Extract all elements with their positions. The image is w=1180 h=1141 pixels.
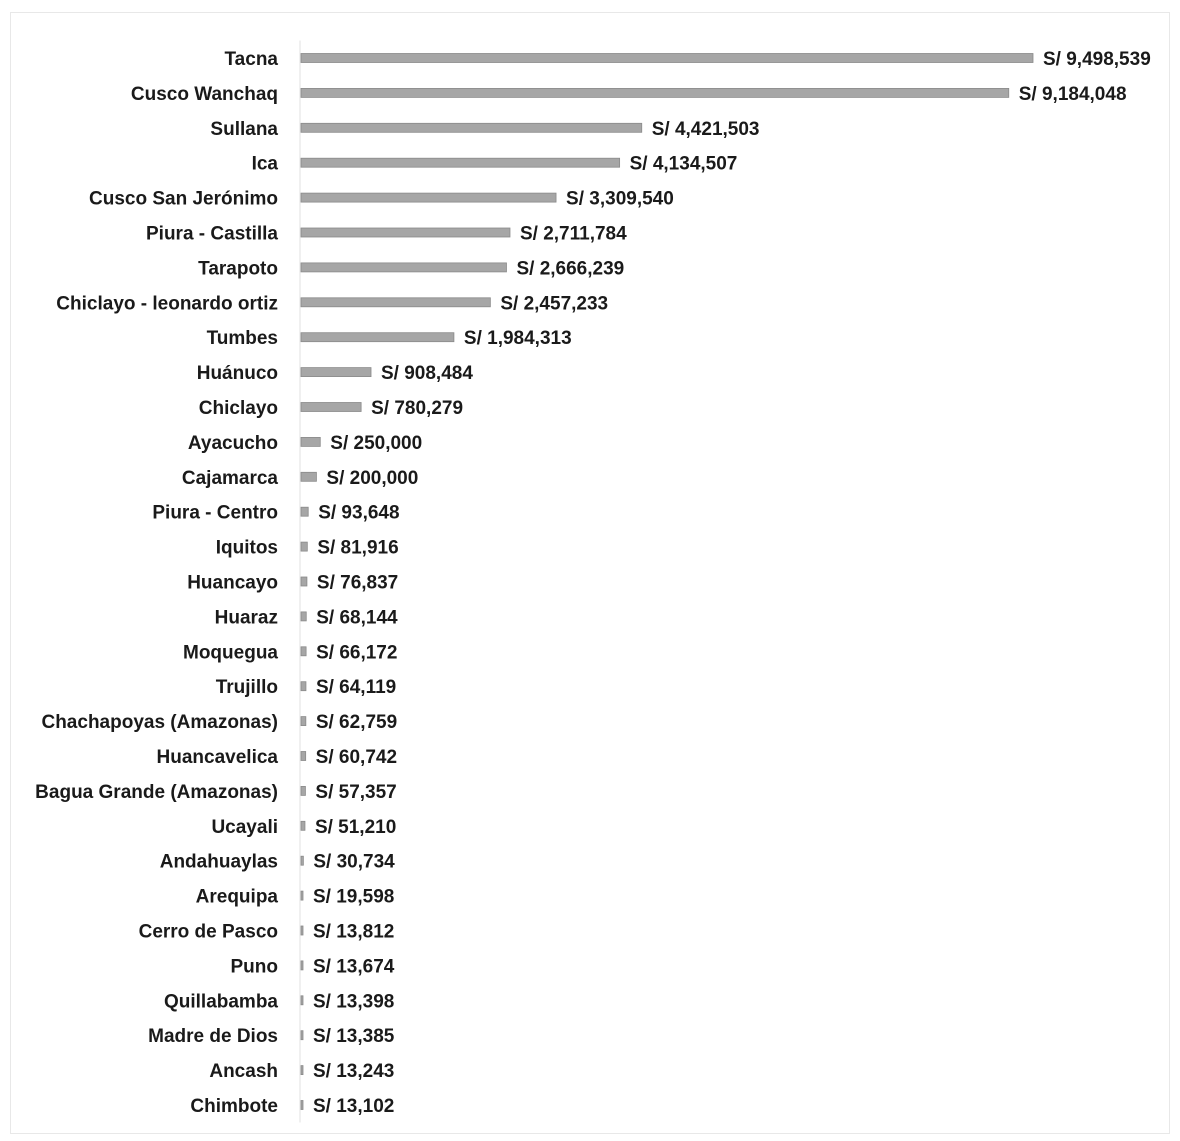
bar-20 bbox=[300, 751, 307, 761]
value-label: S/ 81,916 bbox=[317, 538, 398, 559]
category-label: Cusco Wanchaq bbox=[131, 84, 278, 105]
category-label: Puno bbox=[231, 956, 279, 977]
category-label: Cusco San Jerónimo bbox=[89, 189, 278, 210]
value-label: S/ 2,457,233 bbox=[500, 293, 608, 314]
category-label: Ica bbox=[252, 154, 279, 175]
bar-26 bbox=[300, 960, 304, 971]
value-label: S/ 13,102 bbox=[313, 1096, 394, 1117]
bar-13 bbox=[300, 506, 309, 517]
bar-10 bbox=[300, 402, 362, 412]
value-label: S/ 13,385 bbox=[313, 1026, 395, 1047]
bar-22 bbox=[300, 820, 306, 831]
category-label: Ayacucho bbox=[188, 433, 278, 454]
category-label: Andahuaylas bbox=[160, 852, 278, 873]
category-label: Chiclayo - leonardo ortiz bbox=[56, 293, 278, 314]
category-label: Moquegua bbox=[183, 642, 278, 663]
value-label: S/ 3,309,540 bbox=[566, 189, 674, 210]
bar-9 bbox=[300, 367, 372, 378]
value-label: S/ 200,000 bbox=[326, 468, 418, 489]
category-label: Quillabamba bbox=[164, 991, 278, 1012]
value-label: S/ 30,734 bbox=[313, 852, 395, 873]
value-label: S/ 908,484 bbox=[381, 363, 473, 384]
bar-11 bbox=[300, 436, 321, 447]
category-label: Tacna bbox=[224, 49, 278, 70]
bar-3 bbox=[300, 157, 621, 168]
value-label: S/ 13,243 bbox=[313, 1061, 394, 1082]
bar-chart: Tacna Cusco Wanchaq Sullana Ica Cusco San Je… bbox=[35, 40, 1151, 1123]
value-label: S/ 9,184,048 bbox=[1019, 84, 1127, 105]
bar-7 bbox=[300, 297, 491, 308]
value-label: S/ 64,119 bbox=[316, 677, 396, 698]
category-label: Iquitos bbox=[216, 538, 278, 559]
bars-layer bbox=[300, 53, 1034, 1110]
bar-8 bbox=[300, 332, 455, 343]
category-label: Cajamarca bbox=[182, 468, 279, 489]
value-label: S/ 9,498,539 bbox=[1043, 49, 1151, 70]
category-label: Ucayali bbox=[211, 817, 278, 838]
category-label: Huánuco bbox=[197, 363, 278, 384]
value-label: S/ 60,742 bbox=[316, 747, 397, 768]
value-label: S/ 93,648 bbox=[318, 503, 399, 524]
value-label: S/ 19,598 bbox=[313, 887, 394, 908]
category-label: Huancayo bbox=[187, 573, 278, 594]
chart-frame: Tacna Cusco Wanchaq Sullana Ica Cusco San Je… bbox=[10, 12, 1170, 1134]
category-label: Piura - Castilla bbox=[146, 224, 278, 245]
value-label: S/ 76,837 bbox=[317, 573, 398, 594]
value-label: S/ 62,759 bbox=[316, 712, 397, 733]
value-label: S/ 2,666,239 bbox=[516, 258, 624, 279]
bar-21 bbox=[300, 786, 306, 796]
bar-1 bbox=[300, 88, 1010, 98]
category-label: Chiclayo bbox=[199, 398, 278, 419]
value-label: S/ 4,421,503 bbox=[652, 119, 760, 140]
bar-0 bbox=[300, 53, 1034, 63]
bar-15 bbox=[300, 576, 308, 587]
bar-27 bbox=[300, 995, 304, 1006]
category-label: Trujillo bbox=[216, 677, 278, 698]
value-label: S/ 13,398 bbox=[313, 991, 394, 1012]
bar-16 bbox=[300, 611, 307, 622]
category-label: Bagua Grande (Amazonas) bbox=[35, 782, 278, 803]
value-label: S/ 4,134,507 bbox=[630, 154, 738, 175]
value-label: S/ 1,984,313 bbox=[464, 328, 572, 349]
category-label: Tarapoto bbox=[198, 258, 278, 279]
bar-29 bbox=[300, 1065, 304, 1075]
bar-4 bbox=[300, 192, 557, 203]
value-label: S/ 250,000 bbox=[330, 433, 422, 454]
value-label: S/ 13,674 bbox=[313, 956, 395, 977]
category-label: Huaraz bbox=[215, 607, 278, 628]
bar-24 bbox=[300, 890, 304, 901]
bar-12 bbox=[300, 471, 317, 482]
bar-23 bbox=[300, 855, 304, 866]
category-label: Tumbes bbox=[207, 328, 278, 349]
value-label: S/ 13,812 bbox=[313, 922, 394, 943]
category-label: Sullana bbox=[210, 119, 278, 140]
value-label: S/ 57,357 bbox=[315, 782, 396, 803]
bar-5 bbox=[300, 227, 511, 238]
category-label: Madre de Dios bbox=[148, 1026, 278, 1047]
bar-18 bbox=[300, 681, 307, 692]
category-label: Cerro de Pasco bbox=[139, 922, 278, 943]
bar-28 bbox=[300, 1030, 304, 1041]
bar-19 bbox=[300, 716, 307, 726]
bar-6 bbox=[300, 262, 507, 273]
value-label: S/ 68,144 bbox=[316, 607, 398, 628]
value-label: S/ 2,711,784 bbox=[520, 224, 627, 245]
category-labels: Tacna Cusco Wanchaq Sullana Ica Cusco San Je… bbox=[35, 49, 278, 1117]
value-label: S/ 780,279 bbox=[371, 398, 463, 419]
value-label: S/ 51,210 bbox=[315, 817, 396, 838]
category-label: Ancash bbox=[209, 1061, 278, 1082]
bar-14 bbox=[300, 541, 308, 552]
bar-17 bbox=[300, 646, 307, 657]
category-label: Piura - Centro bbox=[152, 503, 278, 524]
category-label: Huancavelica bbox=[157, 747, 279, 768]
value-labels: S/ 9,498,539 S/ 9,184,048 S/ 4,421,503 S/ 4… bbox=[313, 49, 1151, 1117]
category-label: Chachapoyas (Amazonas) bbox=[41, 712, 278, 733]
category-label: Chimbote bbox=[190, 1096, 278, 1117]
category-label: Arequipa bbox=[196, 887, 279, 908]
bar-30 bbox=[300, 1100, 304, 1110]
bar-25 bbox=[300, 925, 304, 936]
bar-2 bbox=[300, 122, 643, 133]
value-label: S/ 66,172 bbox=[316, 642, 397, 663]
